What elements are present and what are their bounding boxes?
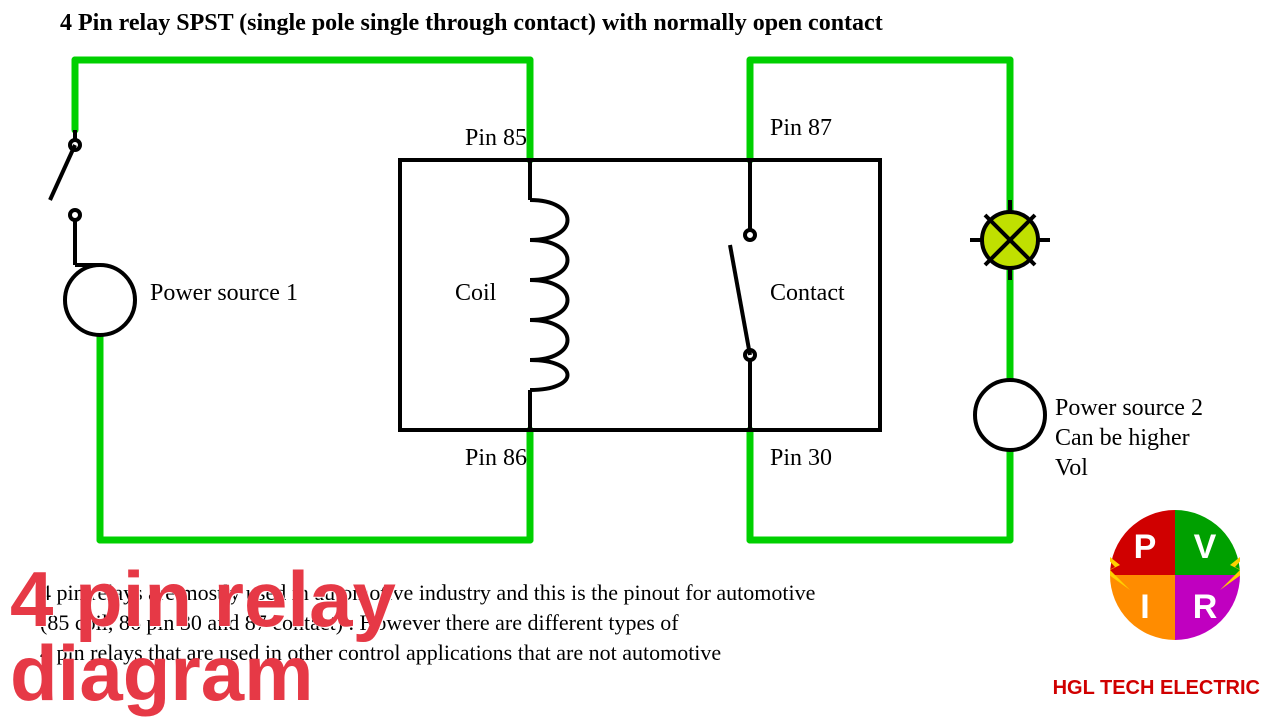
label-pin86: Pin 86 bbox=[465, 445, 527, 472]
brand-logo: P V I R bbox=[1110, 510, 1240, 640]
label-pin85: Pin 85 bbox=[465, 125, 527, 152]
label-ps2c: Vol bbox=[1055, 455, 1088, 482]
label-ps1: Power source 1 bbox=[150, 280, 298, 307]
label-ps2a: Power source 2 bbox=[1055, 395, 1203, 422]
label-coil: Coil bbox=[455, 280, 496, 307]
svg-text:R: R bbox=[1193, 588, 1218, 626]
label-ps2b: Can be higher bbox=[1055, 425, 1190, 452]
svg-text:I: I bbox=[1140, 588, 1149, 626]
overlay-title: 4 pin relaydiagram bbox=[10, 562, 396, 710]
svg-text:P: P bbox=[1134, 528, 1157, 566]
brand-text: HGL TECH ELECTRIC bbox=[1053, 677, 1260, 700]
label-pin30: Pin 30 bbox=[770, 445, 832, 472]
label-contact: Contact bbox=[770, 280, 845, 307]
svg-text:V: V bbox=[1194, 528, 1217, 566]
label-pin87: Pin 87 bbox=[770, 115, 832, 142]
